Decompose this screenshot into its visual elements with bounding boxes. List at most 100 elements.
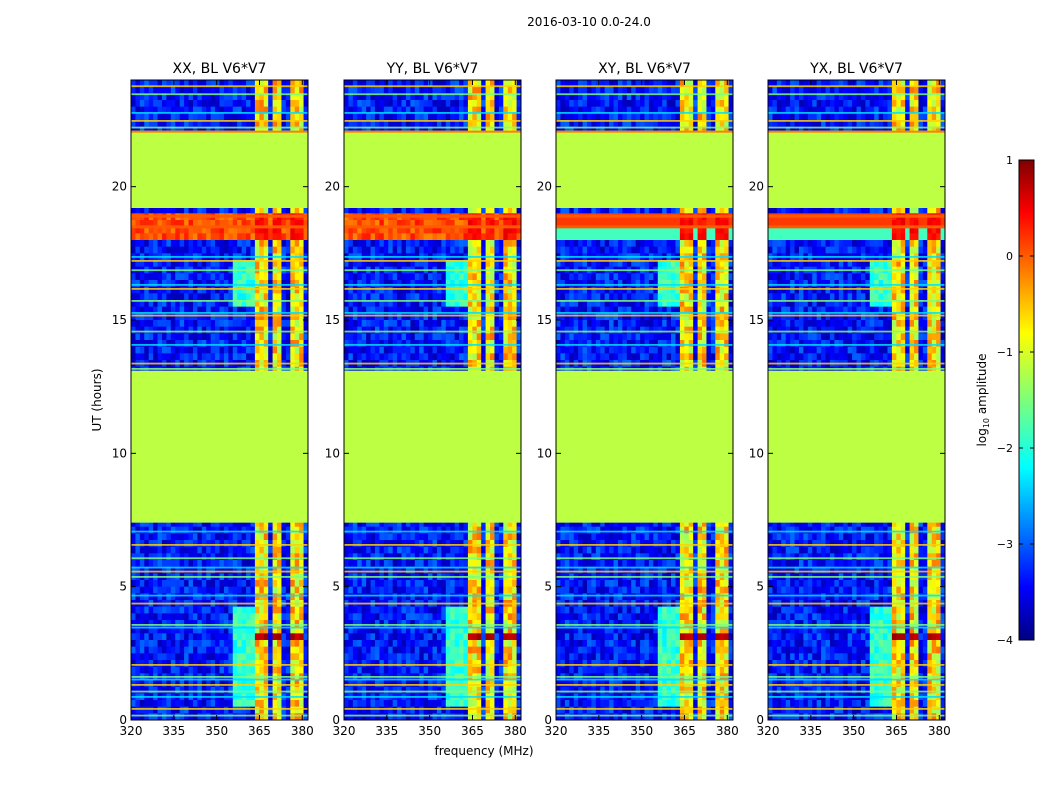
heatmap-cell [463, 233, 469, 241]
heatmap-cell [401, 306, 407, 314]
heatmap-cell [259, 126, 265, 134]
heatmap-cell [210, 540, 216, 548]
heatmap-cell [428, 686, 433, 694]
heatmap-cell [197, 646, 203, 654]
heatmap-cell [472, 560, 478, 568]
heatmap-cell [206, 713, 212, 720]
heatmap-cell [463, 353, 469, 361]
heatmap-cell [507, 613, 513, 621]
heatmap-cell [352, 100, 358, 108]
heatmap-cell [179, 660, 185, 668]
heatmap-cell [254, 653, 260, 661]
heatmap-cell [445, 100, 451, 108]
heatmap-cell [153, 100, 159, 108]
heatmap-cell [144, 586, 150, 594]
heatmap-cell [175, 526, 181, 534]
heatmap-cell [498, 233, 504, 241]
heatmap-cell [259, 713, 265, 720]
heatmap-cell [161, 553, 167, 561]
heatmap-cell [303, 520, 308, 528]
heatmap-cell [472, 260, 478, 268]
heatmap-cell [206, 653, 212, 661]
heatmap-cell [268, 593, 274, 601]
heatmap-cell [428, 633, 433, 641]
heatmap-cell [498, 286, 504, 294]
heatmap-cell [467, 300, 473, 308]
heatmap-cell [361, 346, 367, 354]
heatmap-cell [210, 233, 216, 241]
heatmap-cell [490, 333, 495, 341]
heatmap-cell [423, 366, 429, 374]
heatmap-cell [485, 273, 491, 281]
heatmap-cell [228, 546, 234, 554]
heatmap-cell [219, 366, 225, 374]
heatmap-cell [237, 593, 243, 601]
heatmap-cell [357, 346, 363, 354]
heatmap-cell [184, 620, 190, 628]
heatmap-cell [352, 633, 358, 641]
heatmap-cell [223, 366, 229, 374]
heatmap-cell [374, 80, 380, 88]
heatmap-cell [210, 613, 216, 621]
heatmap-cell [445, 633, 451, 641]
heatmap-cell [241, 353, 247, 361]
heatmap-cell [445, 686, 451, 694]
heatmap-cell [170, 520, 176, 528]
heatmap-cell [414, 640, 420, 648]
heatmap-cell [436, 626, 442, 634]
heatmap-cell [357, 280, 363, 288]
heatmap-cell [454, 620, 460, 628]
heatmap-cell [388, 313, 394, 321]
heatmap-cell [188, 566, 194, 574]
heatmap-cell [467, 206, 473, 214]
heatmap-cell [476, 340, 482, 348]
heatmap-cell [303, 93, 308, 101]
heatmap-cell [192, 320, 198, 328]
heatmap-cell [223, 660, 229, 668]
heatmap-cell [507, 680, 513, 688]
heatmap-cell [472, 313, 478, 321]
heatmap-cell [472, 106, 478, 114]
heatmap-cell [299, 313, 305, 321]
heatmap-cell [206, 580, 212, 588]
heatmap-cell [383, 100, 389, 108]
heatmap-cell [277, 613, 282, 621]
heatmap-cell [410, 353, 416, 361]
heatmap-cell [401, 300, 407, 308]
heatmap-cell [246, 713, 251, 720]
heatmap-cell [157, 540, 163, 548]
heatmap-cell [201, 233, 207, 241]
heatmap-cell [472, 346, 478, 354]
heatmap-cell [277, 653, 282, 661]
heatmap-cell [366, 313, 372, 321]
heatmap-cell [210, 126, 216, 134]
heatmap-cell [401, 206, 407, 214]
heatmap-cell [246, 113, 251, 121]
heatmap-cell [432, 273, 438, 281]
heatmap-cell [432, 220, 438, 228]
heatmap-cell [228, 653, 234, 661]
heatmap-cell [277, 546, 282, 554]
heatmap-cell [285, 300, 291, 308]
heatmap-cell [388, 206, 394, 214]
heatmap-cell [299, 100, 305, 108]
heatmap-cell [281, 580, 287, 588]
heatmap-cell [166, 520, 172, 528]
heatmap-cell [250, 106, 256, 114]
heatmap-cell [272, 713, 278, 720]
heatmap-cell [277, 106, 282, 114]
heatmap-cell [344, 286, 349, 294]
heatmap-cell [268, 86, 274, 94]
heatmap-cell [463, 226, 469, 234]
heatmap-cell [206, 326, 212, 334]
heatmap-cell [285, 686, 291, 694]
heatmap-cell [263, 113, 269, 121]
heatmap-cell [507, 293, 513, 301]
heatmap-cell [206, 93, 212, 101]
heatmap-cell [157, 646, 163, 654]
heatmap-cell [215, 246, 220, 254]
heatmap-cell [503, 126, 509, 134]
heatmap-cell [419, 520, 425, 528]
heatmap-cell [454, 293, 460, 301]
heatmap-cell [223, 626, 229, 634]
